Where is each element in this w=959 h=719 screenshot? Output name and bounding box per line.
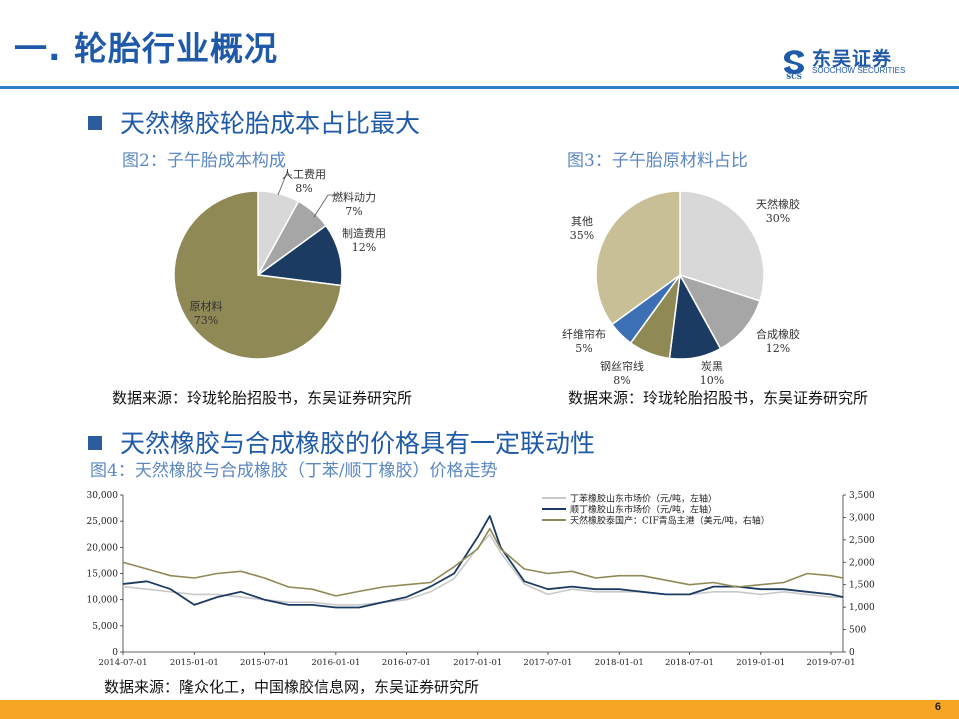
section-heading-1-text: 天然橡胶轮胎成本占比最大 xyxy=(120,109,421,138)
series-line xyxy=(122,527,844,597)
y-right-tick-label: 500 xyxy=(849,626,866,636)
pie-slice-label: 其他 xyxy=(571,215,593,228)
legend-label: 天然橡胶泰国产：CIF青岛主港（美元/吨，右轴） xyxy=(570,515,770,527)
brand-logo: SCS 东吴证券 SOOCHOW SECURITIES xyxy=(778,44,928,80)
legend-label: 顺丁橡胶山东市场价（元/吨，左轴） xyxy=(570,504,717,516)
x-tick-label: 2017-01-01 xyxy=(453,658,502,668)
y-right-tick-label: 1,000 xyxy=(849,603,875,613)
y-right-tick-label: 2,500 xyxy=(849,536,875,546)
pie-slice-label: 天然橡胶 xyxy=(756,197,800,211)
section-heading-2-text: 天然橡胶与合成橡胶的价格具有一定联动性 xyxy=(120,429,596,458)
pie-slice-label: 燃料动力 xyxy=(332,190,376,204)
pie-leader-line xyxy=(277,174,292,196)
fig4-caption: 图4：天然橡胶与合成橡胶（丁苯/顺丁橡胶）价格走势 xyxy=(90,461,498,481)
legend-label: 丁苯橡胶山东市场价（元/吨，左轴） xyxy=(570,493,717,505)
x-tick-label: 2015-07-01 xyxy=(240,658,289,668)
y-left-tick-label: 15,000 xyxy=(87,570,119,580)
series-line xyxy=(122,515,844,609)
x-tick-label: 2018-07-01 xyxy=(665,658,714,668)
footer-bar xyxy=(0,700,959,719)
y-left-tick-label: 30,000 xyxy=(87,491,119,501)
y-right-tick-label: 3,500 xyxy=(849,491,875,501)
pie-slice-value: 12% xyxy=(352,241,376,254)
y-right-tick-label: 0 xyxy=(849,648,855,658)
pie-slice-value: 35% xyxy=(570,229,594,242)
pie-slice-value: 10% xyxy=(700,374,724,387)
bullet-square-icon xyxy=(88,436,102,450)
logo-cn: 东吴证券 xyxy=(812,48,893,70)
pie-slice-label: 钢丝帘线 xyxy=(600,359,644,373)
pie-slice-label: 炭黑 xyxy=(701,360,723,373)
page-number: 6 xyxy=(934,701,941,713)
section-heading-2: 天然橡胶与合成橡胶的价格具有一定联动性 xyxy=(88,424,595,460)
y-right-tick-label: 1,500 xyxy=(849,581,875,591)
pie-slice xyxy=(679,190,765,302)
x-tick-label: 2017-07-01 xyxy=(523,658,572,668)
y-left-tick-label: 20,000 xyxy=(87,543,119,553)
pie-slice xyxy=(256,224,343,287)
pie-slice-value: 8% xyxy=(295,182,312,195)
x-tick-label: 2016-01-01 xyxy=(311,658,360,668)
fig2-caption: 图2：子午胎成本构成 xyxy=(122,151,286,171)
pie-slice-label: 原材料 xyxy=(190,299,223,313)
pie-leader-line xyxy=(313,194,338,218)
pie-slice-label: 合成橡胶 xyxy=(756,327,800,341)
x-tick-label: 2015-01-01 xyxy=(170,658,219,668)
pie-slice-label: 制造费用 xyxy=(342,226,386,240)
y-right-tick-label: 2,000 xyxy=(849,558,875,568)
y-left-tick-label: 10,000 xyxy=(87,596,119,606)
logo-en: SOOCHOW SECURITIES xyxy=(812,66,906,75)
pie-slice xyxy=(173,190,343,360)
pie-slice-label: 人工费用 xyxy=(282,168,326,181)
y-left-tick-label: 0 xyxy=(112,648,118,658)
fig2-source: 数据来源：玲珑轮胎招股书，东吴证券研究所 xyxy=(112,389,413,407)
y-left-tick-label: 5,000 xyxy=(92,622,118,632)
y-left-tick-label: 25,000 xyxy=(87,517,119,527)
pie-slice-value: 73% xyxy=(194,314,218,327)
section-heading-1: 天然橡胶轮胎成本占比最大 xyxy=(88,104,420,140)
series-line xyxy=(122,533,843,606)
pie-slice-value: 8% xyxy=(613,374,630,387)
bullet-square-icon xyxy=(88,116,102,130)
pie-slice xyxy=(595,190,681,326)
line-chart-prices: 0 5,000 10,000 15,000 20,000 25,000 30,000 0 500… xyxy=(87,491,876,668)
fig3-source: 数据来源：玲珑轮胎招股书，东吴证券研究所 xyxy=(568,389,869,407)
x-tick-label: 2019-01-01 xyxy=(736,658,785,668)
header-divider xyxy=(0,86,959,89)
logo-mark-icon: SCS xyxy=(784,50,804,80)
pie-slice-value: 5% xyxy=(575,342,592,355)
pie-slice-value: 12% xyxy=(766,342,790,355)
logo-mark-text: SCS xyxy=(786,72,802,80)
fig3-caption: 图3：子午胎原材料占比 xyxy=(567,151,748,171)
x-tick-label: 2018-01-01 xyxy=(595,658,644,668)
pie-slice-value: 7% xyxy=(345,205,362,218)
page-title: 一. 轮胎行业概况 xyxy=(14,29,279,68)
x-tick-label: 2019-07-01 xyxy=(806,658,855,668)
y-right-tick-label: 3,000 xyxy=(849,513,875,523)
pie-slice xyxy=(678,273,761,350)
pie-slice-label: 纤维帘布 xyxy=(562,327,606,341)
x-tick-label: 2016-07-01 xyxy=(382,658,431,668)
pie-slice-value: 30% xyxy=(766,212,790,225)
fig4-source: 数据来源：隆众化工，中国橡胶信息网，东吴证券研究所 xyxy=(104,678,480,696)
x-tick-label: 2014-07-01 xyxy=(98,658,147,668)
